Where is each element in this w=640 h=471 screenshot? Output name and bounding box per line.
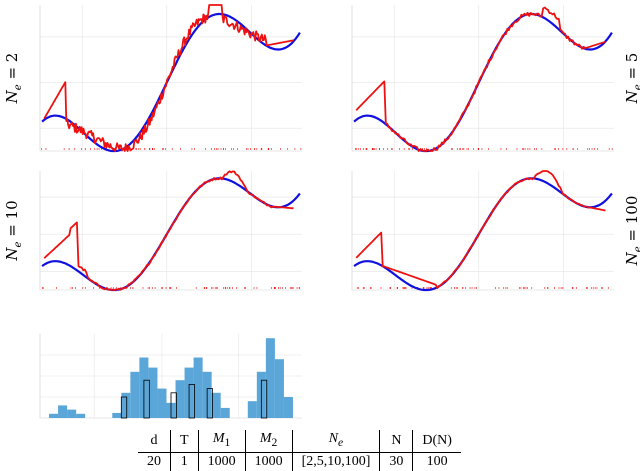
histogram-bar xyxy=(283,397,293,418)
header-m2: M2 xyxy=(244,430,293,453)
row-label-value: = 2 xyxy=(3,53,21,85)
value-n: 30 xyxy=(379,452,413,471)
row-label-symbol: N xyxy=(623,89,640,104)
row-label-subscript: e xyxy=(13,242,24,248)
parameter-table: d T M1 M2 Ne N D(N) 20 1 1000 1000 [2,5,… xyxy=(138,430,461,471)
histogram-bar xyxy=(121,392,131,418)
value-d: 20 xyxy=(147,453,161,469)
row-label: Ne = 2 xyxy=(3,53,24,105)
histogram-outline-bar xyxy=(120,396,128,419)
panels: Ne = 2Ne = 5Ne = 10Ne = 100 xyxy=(3,4,640,292)
row-label-symbol: N xyxy=(3,89,21,104)
histogram-bar xyxy=(220,407,230,418)
value-m1: 1000 xyxy=(197,452,246,471)
histogram-outline-bar xyxy=(170,392,177,419)
row-label-subscript: e xyxy=(13,84,24,90)
value-dn: 100 xyxy=(412,452,461,471)
header-t: T xyxy=(170,430,199,453)
row-label-symbol: N xyxy=(3,247,21,262)
histogram-bar xyxy=(157,388,167,418)
row-label-value: = 10 xyxy=(3,200,21,241)
histogram-bar xyxy=(175,380,185,418)
value-m2: 1000 xyxy=(244,452,293,471)
header-d: d xyxy=(150,432,158,448)
histogram-outline-bar xyxy=(143,379,150,419)
histogram-bar xyxy=(58,405,68,418)
chart-panel: Ne = 2 xyxy=(3,4,302,153)
histogram-panel xyxy=(39,334,302,419)
estimate-curve xyxy=(43,4,294,152)
header-m1: M1 xyxy=(197,430,246,453)
estimate-curve xyxy=(355,6,606,152)
histogram-bar xyxy=(247,401,257,418)
histogram-outline-bar xyxy=(188,383,195,419)
histogram-bar xyxy=(67,409,77,418)
histogram-outline-bar xyxy=(260,379,268,419)
header-ne: Ne xyxy=(291,430,380,453)
row-label: Ne = 5 xyxy=(623,53,640,105)
histogram-bar xyxy=(274,359,284,418)
estimate-curve xyxy=(355,170,606,289)
row-label: Ne = 100 xyxy=(623,196,640,267)
histogram-bar xyxy=(49,413,59,418)
histogram-bar xyxy=(211,392,221,418)
histogram-bar xyxy=(265,338,275,418)
row-label-value: = 5 xyxy=(623,53,640,85)
chart-panel: Ne = 10 xyxy=(3,170,302,292)
header-dn: D(N) xyxy=(412,430,461,453)
row-label-subscript: e xyxy=(633,246,640,252)
value-ne: [2,5,10,100] xyxy=(291,452,380,471)
histogram-bar xyxy=(193,357,203,418)
row-label-symbol: N xyxy=(623,251,640,266)
histogram-bar xyxy=(112,412,122,418)
table-value-row: 20 1 1000 1000 [2,5,10,100] 30 100 xyxy=(138,452,461,471)
chart-panel: Ne = 5 xyxy=(351,5,640,153)
chart-panel: Ne = 100 xyxy=(351,170,640,292)
histogram-bar xyxy=(130,371,140,418)
row-label-value: = 100 xyxy=(623,196,640,247)
value-t: 1 xyxy=(170,452,199,471)
table-header-row: d T M1 M2 Ne N D(N) xyxy=(138,430,461,453)
header-n: N xyxy=(379,430,413,453)
estimate-curve xyxy=(43,170,294,291)
histogram-bar xyxy=(76,413,86,418)
histogram-bar xyxy=(148,367,158,418)
row-label-subscript: e xyxy=(633,84,640,90)
row-label: Ne = 10 xyxy=(3,200,24,261)
histogram-outline-bar xyxy=(206,388,213,419)
